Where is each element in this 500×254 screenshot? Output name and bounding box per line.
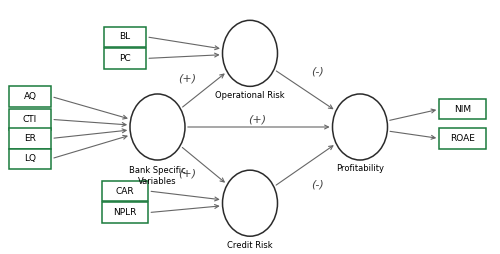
Text: Profitability: Profitability — [336, 164, 384, 173]
FancyBboxPatch shape — [8, 109, 52, 130]
Text: ROAE: ROAE — [450, 134, 475, 143]
Ellipse shape — [130, 94, 185, 160]
Text: Bank Specific
Variables: Bank Specific Variables — [129, 166, 186, 186]
Text: NPLR: NPLR — [114, 208, 136, 217]
FancyBboxPatch shape — [102, 202, 148, 223]
FancyBboxPatch shape — [102, 181, 148, 201]
FancyBboxPatch shape — [439, 128, 486, 149]
FancyBboxPatch shape — [8, 86, 52, 107]
Text: Operational Risk: Operational Risk — [215, 91, 285, 100]
Text: (-): (-) — [311, 66, 324, 76]
Text: Credit Risk: Credit Risk — [227, 241, 273, 250]
Text: NIM: NIM — [454, 105, 471, 114]
Text: AQ: AQ — [24, 92, 36, 101]
FancyBboxPatch shape — [439, 99, 486, 119]
Ellipse shape — [332, 94, 388, 160]
FancyBboxPatch shape — [8, 149, 52, 169]
Text: CTI: CTI — [23, 115, 37, 124]
Text: (+): (+) — [178, 169, 196, 179]
Text: BL: BL — [120, 32, 130, 41]
FancyBboxPatch shape — [8, 128, 52, 149]
Text: ER: ER — [24, 134, 36, 143]
FancyBboxPatch shape — [104, 48, 146, 69]
Text: LQ: LQ — [24, 154, 36, 163]
Text: (+): (+) — [178, 74, 196, 84]
Ellipse shape — [222, 170, 278, 236]
FancyBboxPatch shape — [104, 27, 146, 47]
Text: (-): (-) — [311, 179, 324, 189]
Text: CAR: CAR — [116, 186, 134, 196]
Text: (+): (+) — [248, 114, 266, 124]
Text: PC: PC — [119, 54, 131, 63]
Ellipse shape — [222, 20, 278, 86]
